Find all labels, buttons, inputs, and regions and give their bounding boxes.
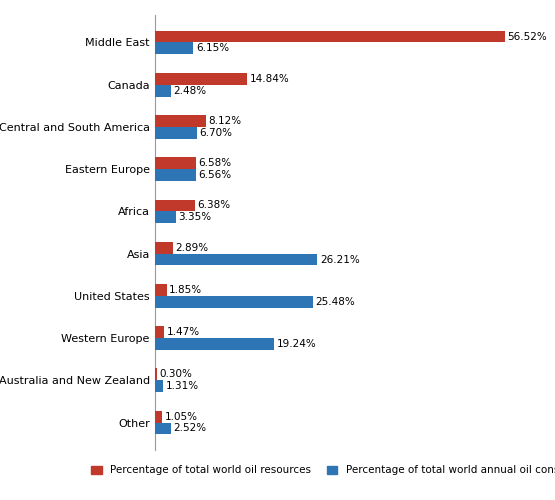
Bar xyxy=(155,84,171,96)
Bar xyxy=(155,158,196,169)
Bar xyxy=(155,212,176,223)
Bar xyxy=(155,410,162,422)
Text: 19.24%: 19.24% xyxy=(277,339,316,349)
Text: 56.52%: 56.52% xyxy=(507,32,547,42)
Text: 2.52%: 2.52% xyxy=(173,424,206,434)
Text: 1.85%: 1.85% xyxy=(169,285,203,295)
Bar xyxy=(155,284,167,296)
Text: 1.31%: 1.31% xyxy=(166,381,199,391)
Bar xyxy=(155,254,317,266)
Bar xyxy=(155,296,313,308)
Bar xyxy=(155,127,197,138)
Bar xyxy=(155,242,173,254)
Text: 6.58%: 6.58% xyxy=(199,158,231,168)
Bar xyxy=(155,326,164,338)
Bar xyxy=(155,380,164,392)
Bar xyxy=(155,169,196,181)
Text: 6.70%: 6.70% xyxy=(199,128,232,138)
Bar xyxy=(155,368,157,380)
Text: 8.12%: 8.12% xyxy=(208,116,241,126)
Text: 1.47%: 1.47% xyxy=(167,327,200,337)
Bar xyxy=(155,73,247,85)
Text: 14.84%: 14.84% xyxy=(250,74,289,84)
Text: 2.48%: 2.48% xyxy=(173,86,206,96)
Text: 2.89%: 2.89% xyxy=(176,242,209,252)
Text: 6.38%: 6.38% xyxy=(197,200,230,210)
Bar xyxy=(155,30,504,42)
Bar xyxy=(155,200,195,211)
Bar xyxy=(155,338,274,350)
Legend: Percentage of total world oil resources, Percentage of total world annual oil co: Percentage of total world oil resources,… xyxy=(92,465,555,475)
Text: 25.48%: 25.48% xyxy=(315,297,355,307)
Bar xyxy=(155,42,193,54)
Text: 26.21%: 26.21% xyxy=(320,254,360,264)
Text: 6.56%: 6.56% xyxy=(198,170,231,180)
Text: 3.35%: 3.35% xyxy=(179,212,211,222)
Text: 6.15%: 6.15% xyxy=(196,44,229,54)
Text: 1.05%: 1.05% xyxy=(164,412,198,422)
Text: 0.30%: 0.30% xyxy=(160,370,193,380)
Bar xyxy=(155,422,171,434)
Bar xyxy=(155,115,205,127)
